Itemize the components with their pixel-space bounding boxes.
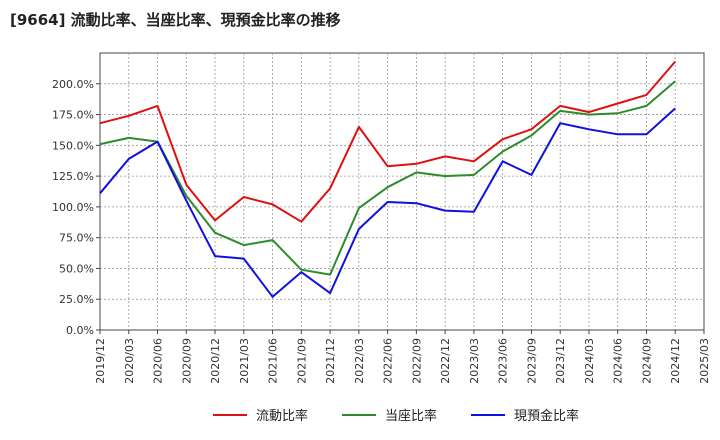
x-tick-label: 2023/12 [554, 338, 567, 384]
y-tick-label: 200.0% [52, 78, 94, 91]
y-tick-label: 150.0% [52, 139, 94, 152]
x-tick-label: 2024/12 [669, 338, 682, 384]
grid-lines [100, 53, 704, 330]
y-tick-label: 0.0% [66, 324, 94, 337]
x-tick-label: 2022/03 [353, 338, 366, 384]
y-tick-label: 25.0% [59, 293, 94, 306]
chart-title: [9664] 流動比率、当座比率、現預金比率の推移 [10, 11, 341, 29]
legend-label-1: 流動比率 [256, 408, 308, 424]
legend-label-2: 当座比率 [385, 408, 437, 424]
x-tick-label: 2020/06 [152, 338, 165, 384]
legend-label-3: 現預金比率 [514, 408, 579, 424]
x-tick-label: 2024/03 [583, 338, 596, 384]
x-tick-label: 2024/09 [640, 338, 653, 384]
series-lines [99, 60, 676, 298]
x-tick-label: 2021/03 [238, 338, 251, 384]
x-tick-label: 2022/09 [410, 338, 423, 384]
x-tick-label: 2021/12 [324, 338, 337, 384]
series-line-2 [99, 80, 676, 276]
x-tick-label: 2020/09 [180, 338, 193, 384]
x-tick-label: 2025/03 [698, 338, 711, 384]
y-tick-label: 50.0% [59, 262, 94, 275]
y-tick-label: 175.0% [52, 109, 94, 122]
x-axis-ticks: 2019/12 2020/03 2020/06 2020/09 2020/12 2021/… [94, 330, 711, 384]
plot-background [99, 52, 705, 331]
y-tick-label: 100.0% [52, 201, 94, 214]
series-line-1 [99, 60, 676, 223]
x-tick-label: 2020/03 [123, 338, 136, 384]
y-tick-label: 125.0% [52, 170, 94, 183]
x-tick-label: 2022/12 [439, 338, 452, 384]
x-tick-label: 2022/06 [382, 338, 395, 384]
x-tick-label: 2024/06 [612, 338, 625, 384]
y-axis-ticks: 0.0% 25.0% 50.0% 75.0% 100.0% 125.0% 150.0% 175… [52, 78, 100, 337]
x-tick-label: 2021/09 [295, 338, 308, 384]
x-tick-label: 2023/03 [468, 338, 481, 384]
legend: 流動比率 当座比率 現預金比率 [213, 408, 579, 424]
x-tick-label: 2023/09 [525, 338, 538, 384]
x-tick-label: 2021/06 [267, 338, 280, 384]
series-line-3 [99, 107, 676, 298]
x-tick-label: 2020/12 [209, 338, 222, 384]
x-tick-label: 2023/06 [497, 338, 510, 384]
y-tick-label: 75.0% [59, 232, 94, 245]
x-tick-label: 2019/12 [94, 338, 107, 384]
